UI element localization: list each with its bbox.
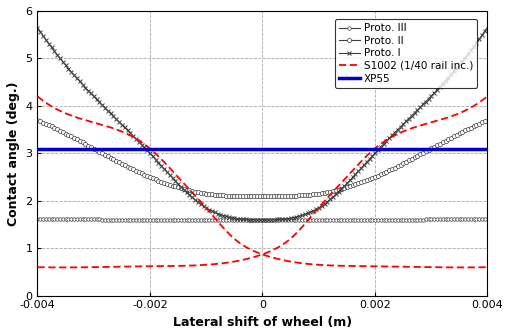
Proto. I — [421, 100, 428, 104]
Proto. II — [307, 193, 314, 197]
Proto. III — [375, 218, 381, 222]
Proto. III — [307, 218, 314, 222]
XP55 — [295, 146, 301, 151]
Proto. I — [307, 210, 314, 214]
S1002 (1/40 rail inc.) — [458, 265, 464, 269]
S1002 (1/40 rail inc.) — [307, 262, 313, 266]
Proto. II — [421, 150, 428, 154]
Proto. II — [321, 191, 327, 195]
Proto. III — [296, 218, 302, 222]
Line: Proto. II: Proto. II — [35, 118, 488, 198]
S1002 (1/40 rail inc.) — [421, 265, 427, 269]
S1002 (1/40 rail inc.) — [375, 264, 381, 268]
XP55 — [320, 146, 326, 151]
Proto. I — [321, 202, 327, 206]
Proto. II — [35, 118, 41, 122]
XP55 — [62, 146, 68, 151]
Proto. I — [296, 214, 302, 218]
XP55 — [483, 146, 489, 151]
Proto. I — [62, 62, 68, 67]
Line: Proto. III: Proto. III — [36, 217, 488, 221]
Proto. III — [184, 218, 190, 222]
Proto. II — [62, 131, 68, 135]
Proto. III — [62, 217, 68, 221]
Proto. I — [35, 26, 41, 30]
Proto. II — [247, 194, 253, 198]
Y-axis label: Contact angle (deg.): Contact angle (deg.) — [7, 81, 20, 225]
Line: S1002 (1/40 rail inc.): S1002 (1/40 rail inc.) — [38, 96, 486, 267]
XP55 — [307, 146, 313, 151]
Proto. I — [483, 26, 489, 30]
Proto. III — [321, 218, 327, 222]
XP55 — [35, 146, 41, 151]
Legend: Proto. III, Proto. II, Proto. I, S1002 (1/40 rail inc.), XP55: Proto. III, Proto. II, Proto. I, S1002 (… — [334, 19, 476, 88]
Proto. III — [35, 217, 41, 221]
Proto. I — [259, 218, 265, 222]
S1002 (1/40 rail inc.) — [35, 94, 41, 98]
Line: Proto. I: Proto. I — [35, 26, 488, 222]
XP55 — [421, 146, 427, 151]
XP55 — [375, 146, 381, 151]
Proto. II — [483, 118, 489, 122]
Proto. II — [296, 194, 302, 198]
S1002 (1/40 rail inc.) — [62, 111, 68, 115]
Proto. III — [483, 217, 489, 221]
S1002 (1/40 rail inc.) — [295, 261, 301, 265]
S1002 (1/40 rail inc.) — [320, 263, 326, 267]
X-axis label: Lateral shift of wheel (m): Lateral shift of wheel (m) — [173, 316, 351, 329]
Proto. I — [375, 146, 381, 151]
S1002 (1/40 rail inc.) — [483, 265, 489, 269]
Proto. III — [421, 217, 428, 221]
Proto. II — [375, 173, 381, 177]
